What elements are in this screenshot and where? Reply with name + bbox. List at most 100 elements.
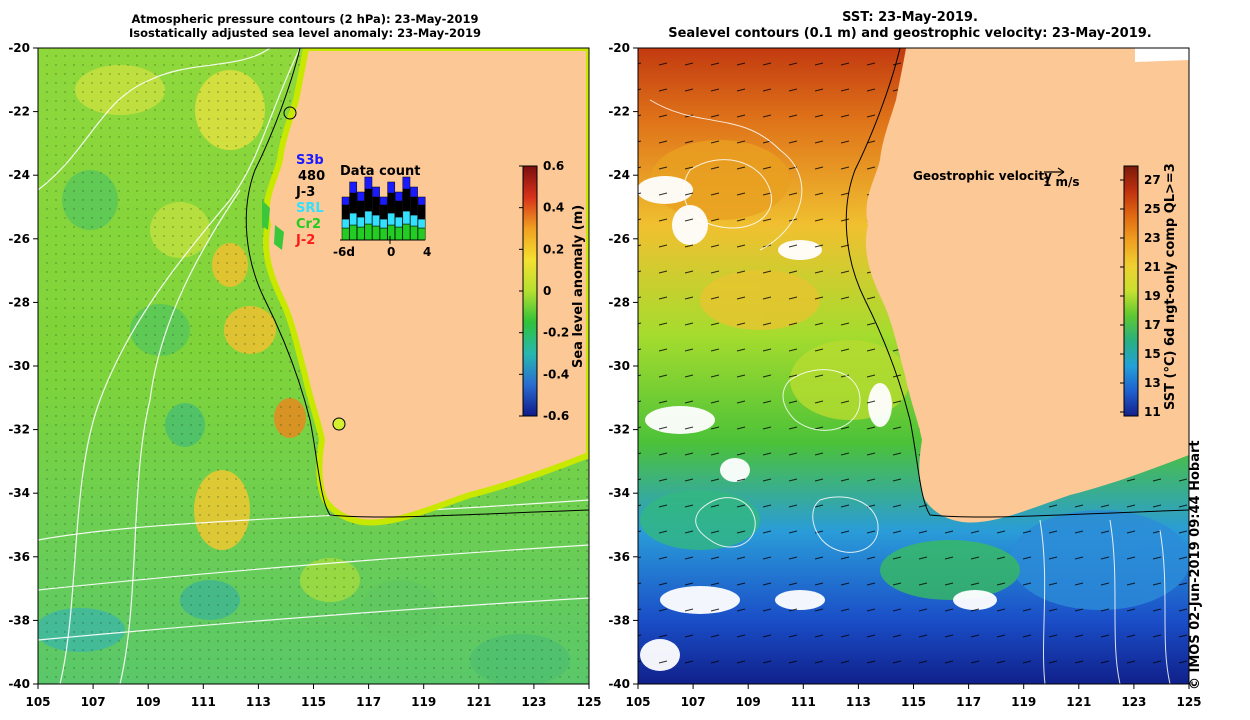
- axesL-lat-10: -40: [8, 677, 30, 691]
- count-bar-segment: [379, 227, 388, 241]
- sst-colorbar-label: SST (°C) 6d ngt-only comp QL>=3: [1163, 163, 1178, 410]
- left-pressure-contours: [38, 48, 589, 684]
- count-bar-segment: [417, 218, 426, 229]
- axesL-lat-2: -24: [8, 168, 30, 182]
- legend-480: 480: [298, 169, 325, 184]
- axesR-lon-5: 115: [901, 695, 926, 709]
- legend-s3b: S3b: [296, 153, 324, 168]
- count-bar-segment: [387, 181, 396, 194]
- right-map-title: SST: 23-May-2019. Sealevel contours (0.1…: [668, 10, 1152, 41]
- axesL-lon-2: 109: [136, 695, 161, 709]
- count-bar-segment: [394, 226, 403, 241]
- count-bar-segment: [394, 216, 403, 228]
- axesR-lat-8: -36: [608, 550, 630, 564]
- sla-tick-5: -0.4: [543, 367, 569, 381]
- right-bathymetry-contour: [845, 48, 1189, 518]
- count-bar-segment: [417, 213, 426, 220]
- data-count-label-zero: 0: [387, 245, 395, 259]
- count-bar-segment: [379, 213, 388, 220]
- right-map-axes: -20 -22 -24 -26 -28 -30 -32 -34 -36 -38 -40 105 107 1…: [608, 41, 1201, 709]
- count-bar-segment: [372, 225, 380, 241]
- count-bar-segment: [356, 226, 365, 241]
- sst-tick-6: 15: [1144, 347, 1161, 361]
- count-bar-segment: [402, 201, 411, 212]
- count-bar-segment: [372, 186, 380, 198]
- count-bar-segment: [356, 216, 365, 228]
- axesR-lon-9: 123: [1121, 695, 1146, 709]
- axesR-lat-3: -26: [608, 232, 630, 246]
- axesR-lon-3: 111: [791, 695, 816, 709]
- sla-colorbar: [522, 165, 538, 417]
- axesL-lon-9: 123: [521, 695, 546, 709]
- count-bar-segment: [387, 192, 396, 206]
- axesR-lon-10: 125: [1176, 695, 1201, 709]
- axesL-lat-7: -34: [8, 486, 30, 500]
- axesL-lon-6: 117: [356, 695, 381, 709]
- axesL-lon-8: 121: [466, 695, 491, 709]
- sla-tick-3: 0: [543, 284, 551, 298]
- sst-colorbar-ticks: 27 25 23 21 19 17 15 13 11: [1120, 173, 1161, 419]
- count-bar-segment: [410, 196, 418, 209]
- sla-colorbar-ticks: 0.6 0.4 0.2 0 -0.2 -0.4 -0.6: [519, 159, 569, 423]
- count-bar-segment: [379, 196, 388, 206]
- count-bar-segment: [394, 191, 403, 202]
- data-count-label-end: 4: [423, 245, 431, 259]
- count-bar-segment: [402, 210, 411, 225]
- count-bar-segment: [364, 201, 373, 212]
- axesR-lon-7: 119: [1011, 695, 1036, 709]
- right-sealevel-contours: [649, 99, 1171, 684]
- sst-tick-4: 19: [1144, 289, 1161, 303]
- count-bar-segment: [402, 176, 411, 190]
- left-shark-bay-islands: [262, 200, 284, 250]
- axesR-lat-4: -28: [608, 295, 630, 309]
- count-bar-segment: [417, 227, 426, 241]
- sst-tick-7: 13: [1144, 376, 1161, 390]
- axesR-lon-6: 117: [956, 695, 981, 709]
- axesR-lat-9: -38: [608, 613, 630, 627]
- count-bar-segment: [417, 204, 426, 215]
- imos-credit: © IMOS 02-Jun-2019 09:44 Hobart: [1188, 440, 1203, 690]
- count-bar-segment: [349, 204, 358, 214]
- data-count-title: Data count: [340, 164, 420, 179]
- count-bar-segment: [356, 200, 365, 212]
- count-bar-segment: [402, 223, 411, 241]
- count-bar-segment: [364, 223, 373, 241]
- left-map-title: Atmospheric pressure contours (2 hPa): 2…: [129, 12, 481, 40]
- count-bar-segment: [372, 207, 380, 216]
- axesL-lat-3: -26: [8, 232, 30, 246]
- sla-tick-2: 0.2: [543, 242, 564, 256]
- count-bar-segment: [349, 212, 358, 226]
- left-land-mass: [262, 48, 589, 526]
- count-bar-segment: [410, 186, 418, 198]
- right-sst-map: [638, 48, 1189, 684]
- sst-colorbar: [1123, 165, 1139, 417]
- count-bar-segment: [341, 196, 350, 206]
- count-bar-segment: [372, 214, 380, 227]
- count-bar-segment: [349, 192, 358, 206]
- axesL-lon-5: 115: [301, 695, 326, 709]
- axesL-lon-3: 111: [191, 695, 216, 709]
- sla-tick-0: 0.6: [543, 159, 564, 173]
- count-bar-segment: [341, 218, 350, 229]
- axesL-lon-10: 125: [576, 695, 601, 709]
- axesR-lat-1: -22: [608, 105, 630, 119]
- axesL-lon-7: 119: [411, 695, 436, 709]
- sla-colorbar-label: Sea level anomaly (m): [571, 205, 586, 368]
- axesR-lat-5: -30: [608, 359, 630, 373]
- right-map-corner-gap: [1135, 48, 1189, 62]
- count-bar-segment: [341, 227, 350, 241]
- axesL-lat-5: -30: [8, 359, 30, 373]
- count-bar-segment: [379, 204, 388, 215]
- axesL-lat-9: -38: [8, 613, 30, 627]
- count-bar-segment: [402, 188, 411, 203]
- axesL-lon-4: 113: [246, 695, 271, 709]
- sla-tick-1: 0.4: [543, 201, 564, 215]
- sst-tick-3: 21: [1144, 260, 1161, 274]
- right-land-mass: [865, 48, 1189, 523]
- count-bar-segment: [349, 224, 358, 241]
- count-bar-segment: [364, 188, 373, 203]
- sst-tick-5: 17: [1144, 318, 1161, 332]
- count-bar-segment: [417, 196, 426, 206]
- left-station-marker-south: [332, 417, 346, 431]
